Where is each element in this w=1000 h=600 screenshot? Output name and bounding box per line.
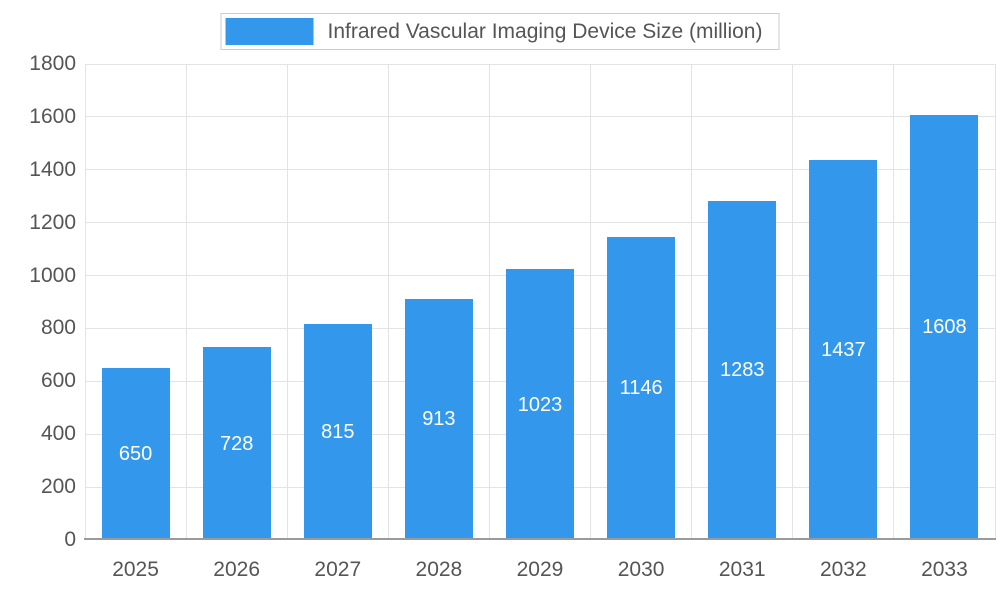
bar-2030: [607, 236, 676, 540]
bar-2025: [101, 368, 170, 540]
legend[interactable]: Infrared Vascular Imaging Device Size (m…: [220, 13, 780, 50]
x-axis-label: 2031: [718, 558, 766, 581]
bar-value-label: 728: [219, 432, 254, 455]
bar-2028: [404, 298, 473, 540]
y-axis-label: 1800: [29, 52, 76, 75]
y-axis-label: 800: [40, 316, 76, 340]
bar-value-label: 1146: [619, 377, 663, 400]
plot-area: 650 728 815 913 1023 1146 1283 1437 1608: [84, 63, 996, 540]
gridline-vertical: [994, 64, 996, 540]
gridline-vertical: [185, 64, 187, 540]
x-axis-label: 2025: [112, 558, 159, 581]
y-axis-label: 1600: [29, 104, 76, 128]
bar-2029: [506, 269, 574, 540]
bar-value-label: 1437: [821, 338, 866, 361]
y-axis-label: 1400: [29, 157, 76, 181]
x-axis-label: 2030: [617, 558, 665, 581]
y-axis-label: 0: [64, 528, 76, 551]
y-axis-label: 400: [40, 422, 76, 446]
bar-value-label: 1608: [922, 316, 967, 339]
bar-2033: [910, 114, 979, 540]
y-axis-labels: 0 200 400 600 800 1000 1200 1400 1600 1800: [0, 0, 76, 600]
legend-label: Infrared Vascular Imaging Device Size (m…: [327, 19, 763, 43]
gridline-vertical: [387, 64, 389, 540]
gridline-vertical: [893, 64, 895, 540]
gridline-vertical: [488, 64, 490, 540]
gridline-horizontal: [85, 63, 995, 65]
gridline-horizontal: [85, 222, 995, 224]
x-axis-label: 2028: [415, 558, 463, 581]
gridline-vertical: [286, 64, 288, 540]
x-axis-label: 2027: [314, 558, 362, 581]
y-axis-label: 1000: [29, 263, 76, 287]
legend-swatch: [225, 18, 314, 45]
bar-2026: [202, 347, 271, 540]
gridline-vertical: [84, 64, 86, 540]
x-axis-label: 2026: [213, 558, 261, 581]
gridline-vertical: [691, 64, 693, 540]
x-axis-line: [84, 538, 996, 540]
bar-2027: [303, 324, 372, 540]
y-axis-label: 600: [40, 369, 76, 393]
x-axis-label: 2032: [819, 558, 867, 581]
x-axis-label: 2029: [516, 558, 564, 581]
bar-value-label: 815: [321, 421, 355, 444]
bar-2032: [809, 159, 878, 540]
bar-value-label: 1023: [517, 393, 563, 416]
gridline-vertical: [590, 64, 592, 540]
gridline-horizontal: [85, 169, 995, 171]
y-axis-label: 200: [40, 475, 76, 499]
bar-value-label: 650: [118, 443, 153, 466]
bar-value-label: 913: [422, 408, 456, 431]
gridline-vertical: [792, 64, 794, 540]
gridline-horizontal: [85, 116, 995, 118]
x-axis-label: 2033: [921, 558, 968, 581]
bar-2031: [708, 200, 777, 540]
y-axis-label: 1200: [29, 210, 76, 234]
bar-value-label: 1283: [719, 359, 765, 382]
